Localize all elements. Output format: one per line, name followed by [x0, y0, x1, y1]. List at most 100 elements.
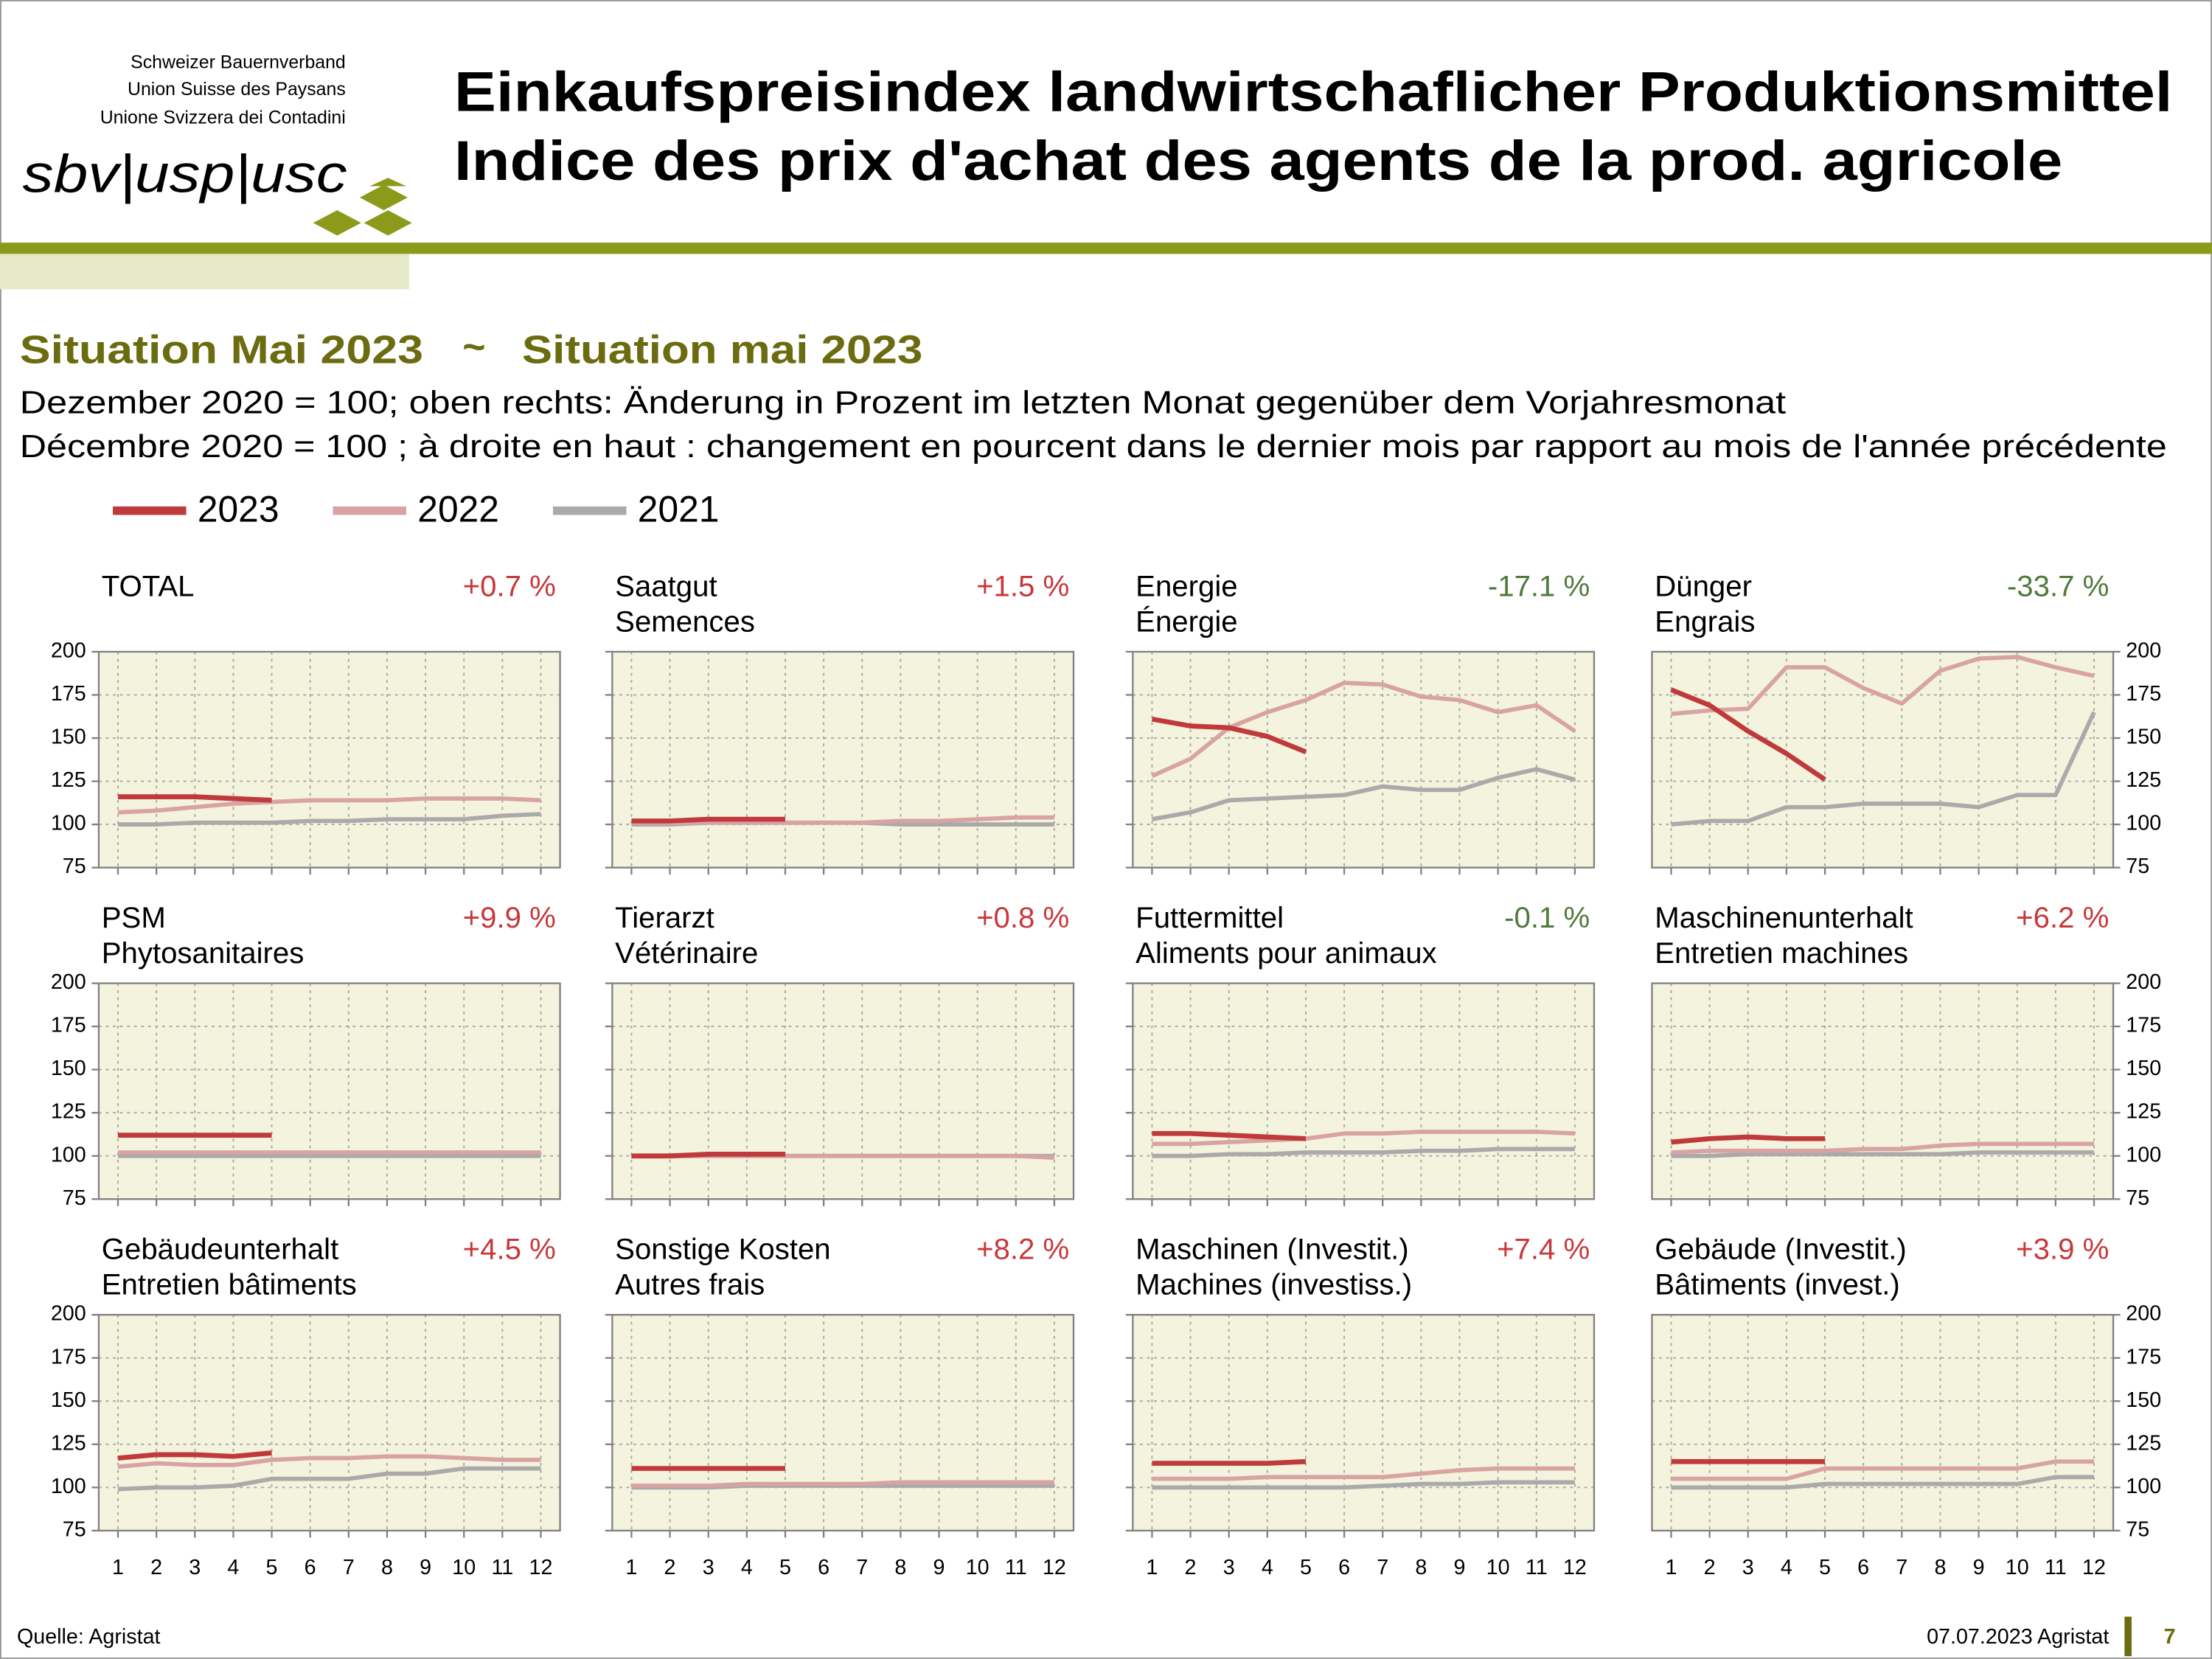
y-tick-label: 100 [2126, 812, 2161, 835]
y-tick-label: 125 [51, 1100, 86, 1124]
chart-subtitle: Entretien bâtiments [102, 1268, 357, 1301]
chart-annotation: -0.1 % [1504, 901, 1590, 934]
header-tab [0, 254, 409, 290]
chart-subtitle: Vétérinaire [615, 936, 758, 970]
x-tick-label: 8 [894, 1556, 906, 1579]
x-tick-label: 12 [2082, 1556, 2106, 1579]
x-tick-label: 7 [856, 1556, 868, 1579]
series-line [631, 816, 785, 824]
footer-bar [2124, 1616, 2132, 1657]
y-tick-label: 100 [2126, 1143, 2161, 1166]
x-tick-label: 1 [1666, 1556, 1677, 1579]
note: Dezember 2020 = 100; oben rechts: Änderu… [20, 385, 1786, 421]
x-tick-label: 2 [664, 1556, 676, 1579]
plot-border [1132, 650, 1596, 869]
source: Quelle: Agristat [17, 1625, 161, 1649]
x-tick-label: 5 [1819, 1556, 1831, 1579]
series-line [1151, 716, 1307, 754]
x-tick-label: 3 [1223, 1556, 1235, 1579]
y-tick-label: 150 [2126, 726, 2161, 749]
y-tick-label: 150 [51, 1388, 86, 1412]
series-line [1151, 681, 1576, 779]
plot-area [98, 1315, 560, 1531]
y-tick-label: 175 [51, 1014, 86, 1037]
x-tick-label: 8 [1934, 1556, 1946, 1579]
x-tick-label: 9 [933, 1556, 945, 1579]
y-tick-label: 175 [2126, 682, 2161, 706]
x-tick-label: 9 [1454, 1556, 1466, 1579]
x-tick-label: 3 [703, 1556, 714, 1579]
x-tick-label: 4 [227, 1556, 239, 1579]
x-tick-label: 7 [343, 1556, 355, 1579]
x-tick-label: 8 [381, 1556, 393, 1579]
plot-border [1132, 982, 1596, 1200]
series-line [1671, 655, 2095, 717]
chart-subtitle: Semences [615, 605, 755, 638]
series-line [117, 1466, 541, 1492]
plot-border [97, 650, 561, 869]
chart-title: TOTAL [102, 569, 195, 602]
org-line: Unione Svizzera dei Contadini [100, 107, 346, 128]
series-line [117, 1454, 541, 1470]
x-tick-label: 4 [741, 1556, 753, 1579]
x-tick-label: 9 [420, 1556, 431, 1579]
x-tick-label: 11 [1526, 1556, 1548, 1579]
plot-border [1651, 1314, 2115, 1532]
y-tick-label: 100 [2126, 1475, 2161, 1498]
note: Décembre 2020 = 100 ; à droite en haut :… [20, 428, 2167, 465]
x-tick-label: 11 [491, 1556, 513, 1579]
x-tick-label: 5 [779, 1556, 791, 1579]
chart-title: Tierarzt [615, 901, 714, 934]
series-line [1152, 1466, 1575, 1481]
chart-subtitle: Entretien machines [1655, 936, 1908, 970]
y-tick-label: 150 [2126, 1388, 2161, 1412]
y-tick-label: 75 [2126, 855, 2149, 878]
chart-annotation: +1.5 % [976, 569, 1069, 602]
title-line: Indice des prix d'achat des agents de la… [454, 130, 2062, 192]
series-line [1671, 711, 2096, 827]
y-tick-label: 75 [2126, 1186, 2149, 1210]
y-tick-label: 175 [2126, 1014, 2161, 1037]
section-separator: ~ [462, 326, 485, 369]
plot-border [1132, 1314, 1596, 1532]
x-tick-label: 12 [1563, 1556, 1587, 1579]
y-tick-label: 150 [2126, 1057, 2161, 1080]
chart-title: Sonstige Kosten [615, 1233, 830, 1266]
series-line [1671, 1459, 2095, 1481]
y-tick-label: 75 [63, 1517, 86, 1541]
series-line [1671, 1475, 2095, 1490]
legend-label: 2023 [198, 489, 279, 530]
y-tick-label: 200 [51, 970, 86, 994]
y-tick-label: 75 [2126, 1517, 2149, 1541]
chart-annotation: +3.9 % [2016, 1233, 2109, 1266]
plot-area [612, 651, 1074, 868]
series-line [117, 812, 541, 827]
y-tick-label: 100 [51, 1475, 86, 1498]
chart-subtitle: Machines (investiss.) [1135, 1268, 1412, 1301]
chart-annotation: +0.7 % [463, 569, 556, 602]
y-tick-label: 100 [51, 1143, 86, 1166]
plot-border [1651, 650, 2115, 869]
chart-title: Futtermittel [1135, 901, 1284, 934]
x-tick-label: 2 [150, 1556, 162, 1579]
series-line [1152, 1130, 1307, 1141]
x-tick-label: 7 [1377, 1556, 1388, 1579]
chart-title: PSM [102, 901, 166, 934]
plot-area [98, 983, 560, 1200]
plot-border [611, 1314, 1075, 1532]
plot-border [611, 982, 1075, 1200]
x-tick-label: 5 [266, 1556, 278, 1579]
y-tick-label: 125 [2126, 1431, 2161, 1455]
y-tick-label: 175 [51, 682, 86, 706]
chart-title: Dünger [1655, 569, 1752, 602]
y-tick-label: 100 [51, 812, 86, 835]
x-tick-label: 4 [1781, 1556, 1792, 1579]
chart-title: Maschinenunterhalt [1655, 901, 1913, 934]
chart-subtitle: Bâtiments (invest.) [1655, 1268, 1900, 1301]
chart-subtitle: Aliments pour animaux [1135, 936, 1436, 970]
series-line [1152, 1130, 1576, 1147]
y-tick-label: 150 [51, 1057, 86, 1080]
chart-subtitle: Énergie [1135, 605, 1237, 638]
chart-annotation: -33.7 % [2007, 569, 2109, 602]
